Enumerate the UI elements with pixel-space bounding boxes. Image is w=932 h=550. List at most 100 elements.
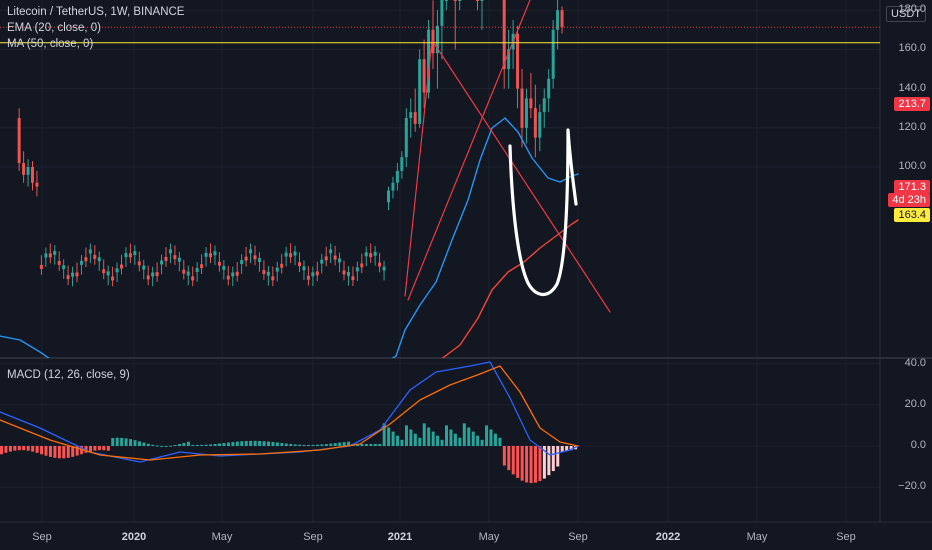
macd-histogram-bar	[173, 445, 177, 447]
macd-histogram-bar	[267, 441, 270, 446]
candle-body	[502, 0, 506, 69]
candle-body	[84, 257, 88, 262]
time-axis-tick: Sep	[32, 531, 52, 543]
candle-body	[360, 263, 364, 268]
time-axis-tick: Sep	[836, 531, 856, 543]
macd-histogram-bar	[542, 446, 546, 479]
macd-histogram-bar	[218, 443, 222, 446]
macd-histogram-bar	[369, 443, 373, 446]
macd-histogram-bar	[142, 442, 146, 446]
candle-body	[124, 253, 128, 258]
macd-histogram-bar	[146, 443, 150, 446]
macd-histogram-bar	[93, 446, 97, 451]
trendline-descending	[404, 39, 611, 313]
candle-body	[128, 253, 132, 258]
candle-body	[284, 252, 288, 257]
candle-body	[177, 257, 181, 262]
candle-body	[195, 268, 199, 272]
candle-body	[391, 182, 395, 191]
macd-histogram-bar	[102, 446, 106, 451]
macd-histogram-bar	[22, 446, 26, 451]
macd-histogram-bar	[480, 439, 484, 446]
candle-body	[231, 272, 235, 277]
candle-body	[311, 272, 315, 277]
macd-histogram-bar	[271, 441, 275, 446]
macd-histogram-bar	[226, 442, 230, 446]
candle-body	[48, 253, 52, 258]
macd-histogram-bar	[155, 445, 159, 447]
macd-histogram-bar	[311, 444, 315, 446]
candle-body	[324, 256, 328, 261]
candle-body	[93, 254, 97, 259]
candle-body	[280, 263, 284, 268]
candle-body	[551, 29, 555, 79]
macd-histogram-bar	[200, 444, 204, 446]
macd-histogram-bar	[302, 444, 306, 446]
candle-body	[249, 249, 253, 254]
macd-histogram-bar	[186, 441, 190, 446]
macd-histogram-bar	[0, 446, 3, 455]
macd-axis-tick: 40.0	[904, 356, 926, 369]
candle-body	[133, 251, 137, 256]
last-price-label: 171.3	[894, 180, 930, 194]
candle-body	[524, 98, 528, 128]
candle-body	[338, 258, 342, 263]
macd-histogram-bar	[48, 446, 52, 457]
ma-line	[441, 219, 579, 358]
macd-histogram-bar	[111, 438, 115, 446]
macd-histogram-bar	[204, 444, 208, 446]
macd-histogram-bar	[534, 446, 537, 483]
macd-histogram-bar	[133, 440, 137, 446]
candle-body	[35, 182, 39, 187]
macd-histogram-bar	[31, 446, 35, 452]
macd-histogram-bar	[195, 444, 199, 446]
candle-body	[387, 190, 390, 203]
macd-histogram-bar	[409, 429, 413, 446]
macd-histogram-bar	[329, 443, 333, 446]
candle-body	[547, 78, 551, 99]
candle-body	[533, 108, 537, 138]
macd-histogram-bar	[378, 443, 382, 446]
macd-histogram-bar	[498, 437, 502, 446]
macd-histogram-bar	[360, 443, 364, 446]
macd-histogram-bar	[373, 443, 377, 446]
cup-annotation	[508, 128, 578, 296]
macd-histogram-bar	[151, 444, 155, 446]
macd-histogram-bar	[400, 439, 404, 446]
time-axis-tick: Sep	[568, 531, 588, 543]
macd-histogram-bar	[164, 445, 168, 447]
candle-body	[142, 265, 146, 270]
candle-body	[418, 59, 422, 124]
bar-countdown-label: 4d 23h	[888, 193, 930, 207]
time-axis-tick: May	[478, 531, 500, 543]
candle-body	[369, 253, 373, 258]
candle-body	[435, 25, 439, 54]
candle-body	[271, 276, 275, 281]
macd-histogram-bar	[53, 446, 57, 458]
candle-body	[39, 265, 43, 269]
macd-histogram-bar	[137, 441, 141, 446]
macd-histogram-bar	[449, 429, 453, 446]
ma-legend[interactable]: MA (50, close, 0)	[7, 38, 94, 50]
symbol-title[interactable]: Litecoin / TetherUS, 1W, BINANCE	[7, 6, 185, 18]
ema-legend[interactable]: EMA (20, close, 0)	[7, 22, 101, 34]
macd-histogram-bar	[471, 431, 475, 446]
macd-histogram-bar	[62, 446, 66, 459]
candle-body	[289, 253, 293, 258]
candle-body	[209, 253, 212, 258]
macd-legend[interactable]: MACD (12, 26, close, 9)	[7, 369, 130, 381]
macd-histogram-bar	[560, 446, 564, 453]
candle-body	[293, 251, 297, 256]
currency-badge[interactable]: USDT	[886, 6, 926, 22]
macd-histogram-bar	[324, 444, 328, 446]
time-axis-tick: 2022	[655, 531, 681, 543]
macd-histogram-bar	[338, 442, 342, 446]
macd-histogram-bar	[565, 446, 569, 452]
time-axis-tick: May	[211, 531, 233, 543]
candle-body	[560, 10, 564, 28]
ema-line	[0, 117, 579, 358]
macd-histogram-bar	[213, 444, 217, 446]
macd-histogram-bar	[529, 446, 533, 484]
